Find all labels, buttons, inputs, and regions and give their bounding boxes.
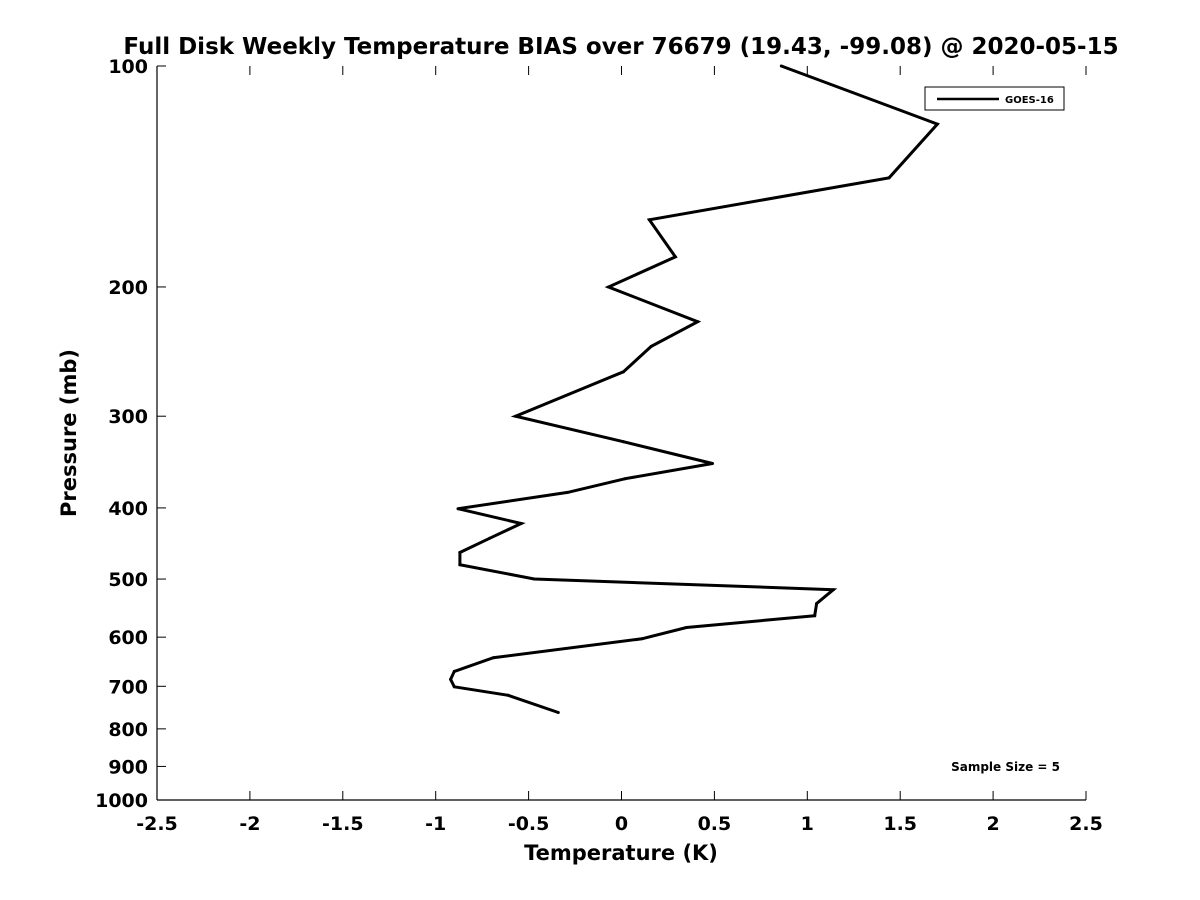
data-point [491,656,495,660]
data-point [452,669,456,673]
data-point [456,507,460,511]
data-point [514,414,518,418]
data-point [606,285,610,289]
data-point [532,577,536,581]
data-point [449,677,453,681]
y-tick-label: 500 [108,569,148,591]
y-tick-label: 600 [108,627,148,649]
x-tick-label: 0 [615,813,628,835]
x-ticks: -2.5 -2 -1.5 -1 -0.5 0 0.5 1 1.5 2 2.5 [136,66,1103,835]
data-point [519,521,523,525]
data-point [711,462,715,466]
data-point [556,711,560,715]
data-point [566,490,570,494]
data-point [685,625,689,629]
chart-title: Full Disk Weekly Temperature BIAS over 7… [123,34,1118,60]
data-point [815,602,819,606]
x-tick-label: -2.5 [136,813,178,835]
data-point [458,550,462,554]
y-tick-label: 200 [108,277,148,299]
data-point [621,370,625,374]
x-tick-label: 1 [801,813,814,835]
data-point [935,122,939,126]
x-tick-label: 2 [986,813,999,835]
data-point [623,477,627,481]
data-point [647,218,651,222]
series-line-goes-16 [448,64,940,714]
x-tick-label: -1 [425,813,446,835]
data-point [696,320,700,324]
data-point [649,344,653,348]
data-point [458,563,462,567]
x-tick-label: 2.5 [1069,813,1103,835]
x-tick-label: 1.5 [883,813,917,835]
x-tick-label: -2 [239,813,260,835]
plot-area [156,66,1086,801]
y-axis-label: Pressure (mb) [57,349,81,517]
y-tick-label: 300 [108,406,148,428]
x-tick-label: -0.5 [508,813,550,835]
data-point [887,176,891,180]
data-point [640,637,644,641]
data-point [452,685,456,689]
legend: GOES-16 [924,86,1065,111]
x-tick-label: -1.5 [322,813,364,835]
y-tick-label: 900 [108,756,148,778]
x-axis-label: Temperature (K) [524,841,718,865]
legend-label-goes-16: GOES-16 [1005,95,1054,106]
series-layer [448,64,940,715]
data-point [779,64,783,68]
data-point [813,614,817,618]
sample-size-annotation: Sample Size = 5 [951,760,1060,774]
y-tick-label: 800 [108,719,148,741]
y-tick-label: 1000 [95,790,148,812]
y-tick-label: 400 [108,498,148,520]
data-point [621,440,625,444]
y-tick-label: 700 [108,676,148,698]
x-tick-label: 0.5 [698,813,732,835]
data-point [673,255,677,259]
y-ticks: 100 200 300 400 500 600 700 800 900 1000 [95,56,166,812]
data-point [488,536,492,540]
data-point [506,693,510,697]
y-tick-label: 100 [108,56,148,78]
data-point [831,588,835,592]
